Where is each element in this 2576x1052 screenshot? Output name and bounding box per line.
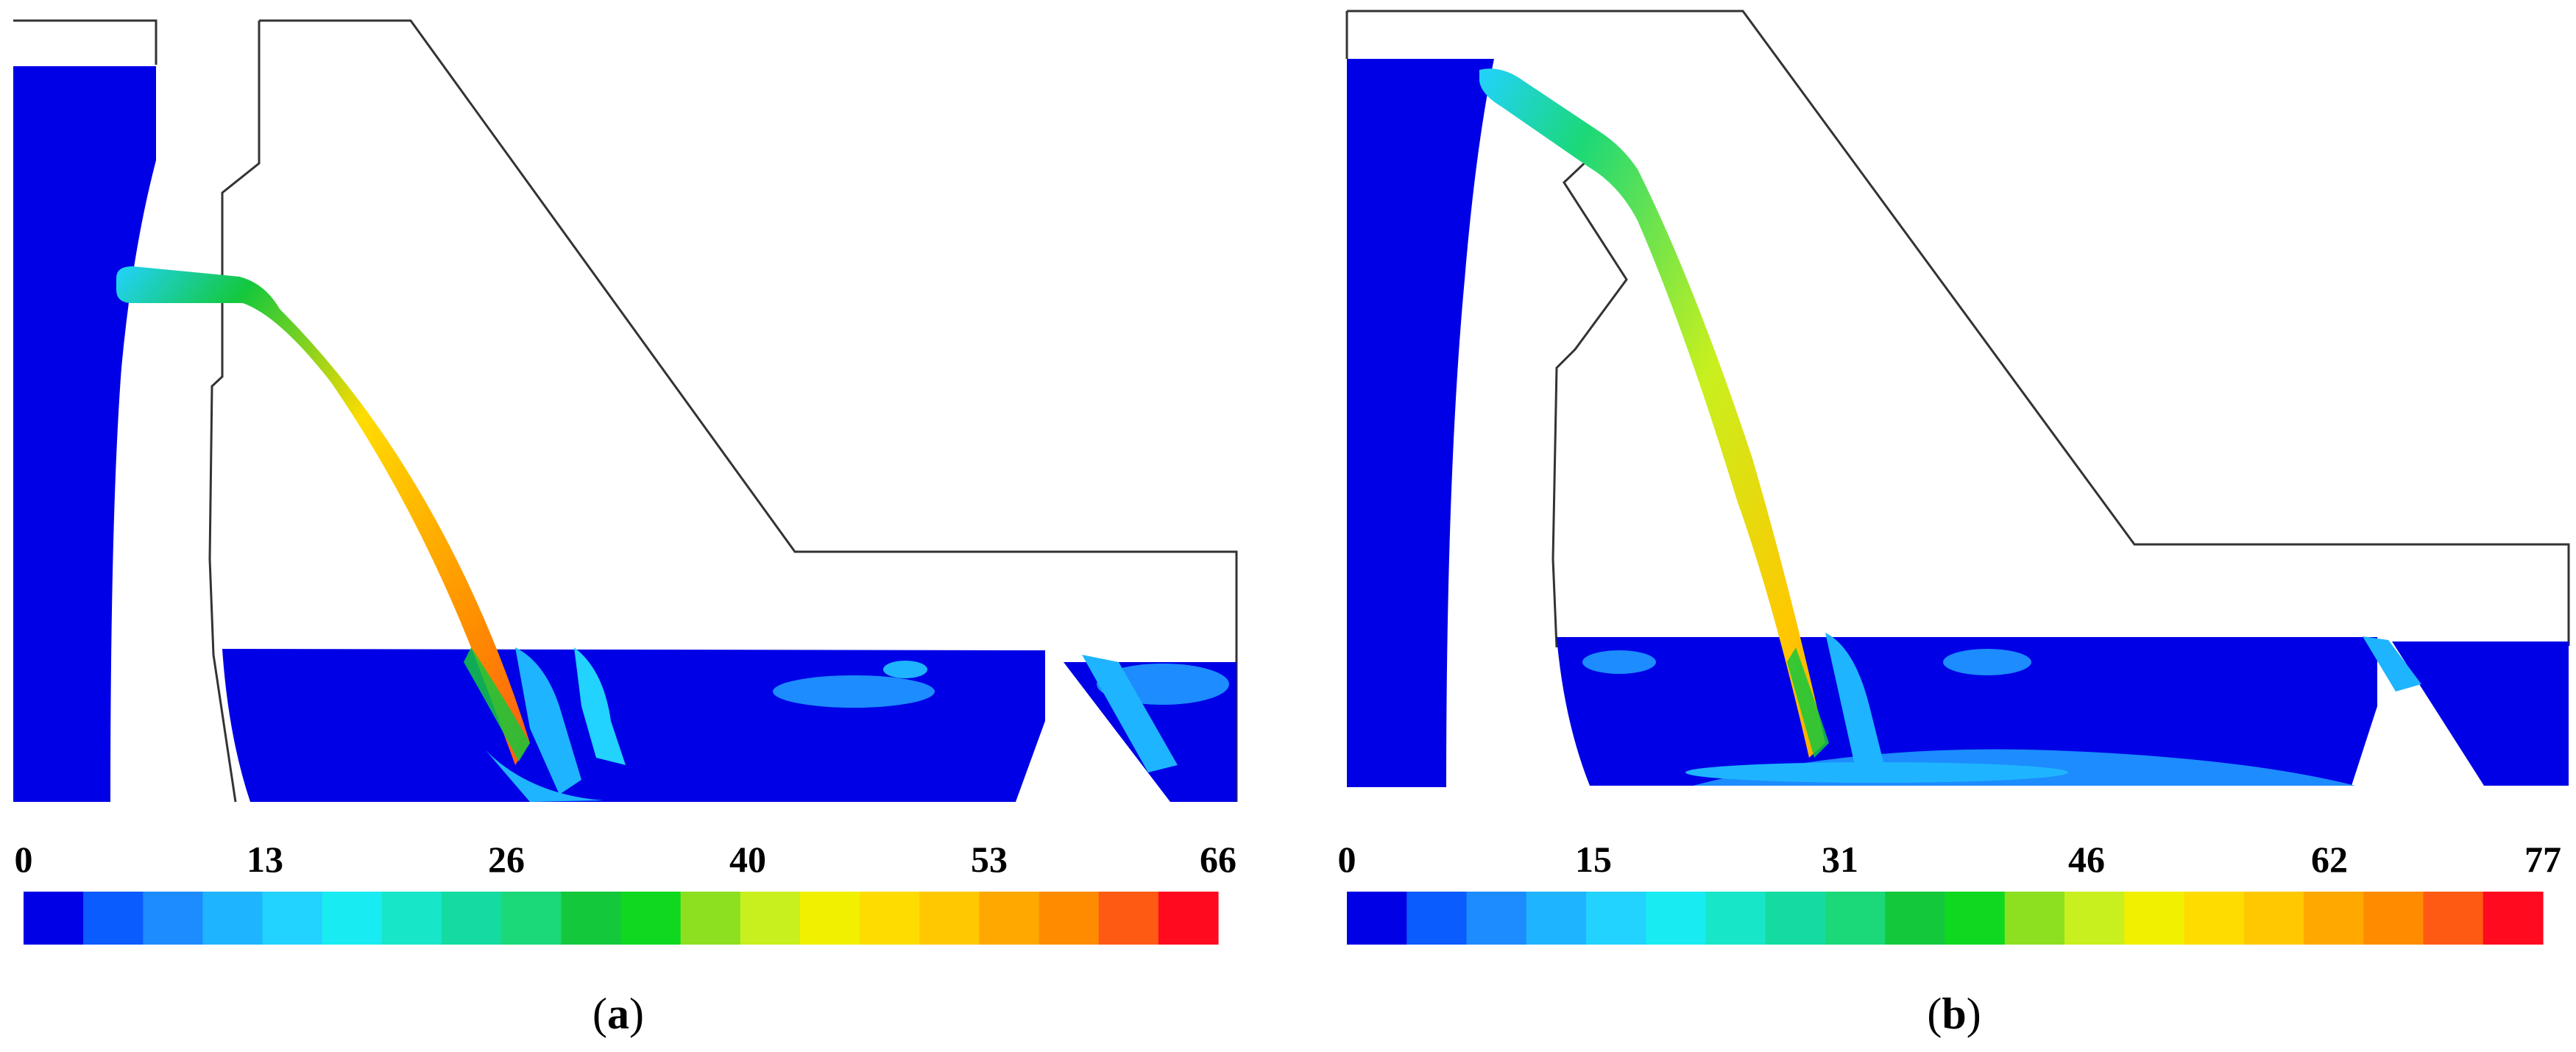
panel-a-tick-3: 40	[729, 839, 766, 880]
panel-b-colorbar-swatch-11	[2004, 892, 2065, 945]
panel-b-colorbar-swatch-9	[1885, 892, 1946, 945]
panel-b-colorbar-swatch-0	[1347, 892, 1407, 945]
panel-b-tick-1: 15	[1575, 839, 1612, 880]
panel-b-upstream-water	[1347, 59, 1494, 787]
panel-b-colorbar-swatch-16	[2304, 892, 2364, 945]
panel-a-colorbar-swatch-6	[381, 892, 442, 945]
panel-b-colorbar-swatch-17	[2363, 892, 2424, 945]
panel-a-tick-5: 66	[1200, 839, 1236, 880]
panel-a-tick-4: 53	[971, 839, 1008, 880]
panel-a-colorbar-swatch-1	[83, 892, 144, 945]
panel-a-colorbar-swatch-8	[501, 892, 562, 945]
panel-b: 0 15 31 46 62 77 (b)	[1338, 10, 2570, 1038]
panel-b-colorbar-swatch-2	[1466, 892, 1527, 945]
panel-b-colorbar-swatch-7	[1765, 892, 1826, 945]
panel-b-colorbar-ticks: 0 15 31 46 62 77	[1338, 839, 2562, 880]
panel-b-colorbar-swatch-1	[1406, 892, 1468, 945]
panel-b-colorbar-swatch-3	[1526, 892, 1587, 945]
panel-b-jet	[1479, 68, 1825, 758]
panel-a-tick-1: 13	[247, 839, 283, 880]
panel-b-caption: (b)	[1927, 989, 1981, 1038]
panel-a-colorbar-swatch-0	[24, 892, 84, 945]
panel-a-colorbar-swatch-15	[919, 892, 980, 945]
panel-b-colorbar-swatch-12	[2064, 892, 2125, 945]
panel-b-tick-5: 77	[2524, 839, 2561, 880]
panel-b-colorbar-swatch-19	[2483, 892, 2544, 945]
panel-a-colorbar-swatch-3	[202, 892, 263, 945]
panel-a-colorbar-swatch-11	[680, 892, 741, 945]
panel-b-structure-outline	[1345, 10, 2570, 648]
panel-b-colorbar	[1347, 892, 2544, 945]
panel-b-colorbar-swatch-4	[1586, 892, 1646, 945]
panel-a-caption: (a)	[592, 989, 644, 1038]
panel-a-colorbar-swatch-2	[143, 892, 204, 945]
panel-a-colorbar-swatch-10	[620, 892, 682, 945]
panel-a-tick-2: 26	[488, 839, 525, 880]
panel-a-colorbar-ticks: 0 13 26 40 53 66	[15, 839, 1237, 880]
panel-b-jet-impact	[1787, 647, 1829, 758]
panel-a-structure-outline	[13, 19, 1238, 803]
panel-b-tick-2: 31	[1822, 839, 1858, 880]
panel-b-colorbar-swatch-6	[1705, 892, 1766, 945]
panel-b-colorbar-swatch-14	[2184, 892, 2245, 945]
panel-b-tick-3: 46	[2068, 839, 2105, 880]
panel-a-tick-0: 0	[15, 839, 33, 880]
panel-a-colorbar-swatch-7	[442, 892, 502, 945]
panel-b-tick-4: 62	[2311, 839, 2348, 880]
panel-a-colorbar-swatch-14	[860, 892, 920, 945]
panel-a-jet-impact	[464, 647, 530, 761]
panel-a-colorbar-swatch-17	[1038, 892, 1100, 945]
panel-b-turbulence	[1582, 633, 2421, 786]
panel-b-colorbar-swatch-5	[1646, 892, 1707, 945]
panel-b-downstream-water	[2392, 641, 2569, 786]
panel-a-upstream-water	[13, 66, 156, 802]
panel-a-colorbar-swatch-12	[740, 892, 801, 945]
panel-b-colorbar-swatch-8	[1825, 892, 1886, 945]
panel-b-plunge-pool	[1557, 637, 2377, 786]
panel-b-colorbar-swatch-15	[2243, 892, 2304, 945]
panel-a: 0 13 26 40 53 66 (a)	[13, 19, 1238, 1038]
panel-a-colorbar-swatch-18	[1098, 892, 1159, 945]
panel-a-colorbar-swatch-4	[262, 892, 323, 945]
panel-a-colorbar	[24, 892, 1219, 945]
panel-b-tick-0: 0	[1338, 839, 1356, 880]
panel-a-colorbar-swatch-13	[799, 892, 860, 945]
panel-a-colorbar-swatch-9	[561, 892, 622, 945]
panel-a-turbulence	[486, 647, 1229, 802]
panel-a-colorbar-swatch-19	[1158, 892, 1219, 945]
panel-b-colorbar-swatch-18	[2423, 892, 2484, 945]
panel-b-colorbar-swatch-10	[1945, 892, 2006, 945]
panel-a-colorbar-swatch-16	[979, 892, 1040, 945]
panel-b-colorbar-swatch-13	[2124, 892, 2185, 945]
panel-a-jet	[116, 266, 530, 765]
panel-a-colorbar-swatch-5	[322, 892, 383, 945]
